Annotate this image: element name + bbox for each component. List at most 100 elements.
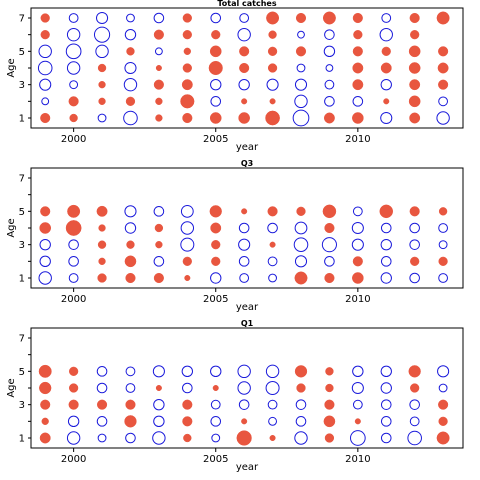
bubble-positive xyxy=(238,112,250,124)
bubble-positive xyxy=(438,399,449,410)
bubble-positive xyxy=(352,256,363,267)
bubble-positive xyxy=(241,208,248,215)
bubble-negative xyxy=(238,222,250,234)
bubble-positive xyxy=(352,79,364,91)
bubble-negative xyxy=(125,383,136,393)
bubble-negative xyxy=(381,13,392,23)
bubble-positive xyxy=(323,112,335,124)
bubble-positive xyxy=(153,79,164,90)
bubble-negative xyxy=(380,432,392,444)
bubble-positive xyxy=(410,30,420,40)
bubble-positive xyxy=(211,30,221,40)
bubble-negative xyxy=(124,205,137,218)
bubble-negative xyxy=(380,111,393,125)
bubble-positive xyxy=(267,63,278,73)
bubble-negative xyxy=(210,78,222,91)
bubble-positive xyxy=(325,367,334,376)
bubble-positive xyxy=(184,274,191,282)
bubble-negative xyxy=(152,365,165,378)
bubble-negative xyxy=(266,78,279,91)
bubble-positive xyxy=(236,430,252,446)
bubble-negative xyxy=(409,399,420,410)
bubble-positive xyxy=(239,62,250,74)
bubble-negative xyxy=(409,222,420,234)
bubble-positive xyxy=(352,112,364,124)
bubble-positive xyxy=(324,272,335,284)
bubble-negative xyxy=(123,110,138,126)
bubble-positive xyxy=(269,98,276,105)
bubble-negative xyxy=(380,382,392,394)
bubble-negative xyxy=(437,365,450,378)
bubble-positive xyxy=(353,30,363,40)
x-tick-label: 2005 xyxy=(203,294,228,305)
y-tick-label: 1 xyxy=(19,114,25,125)
bubble-negative xyxy=(37,60,53,76)
bubble-negative xyxy=(125,432,136,444)
bubble-positive xyxy=(437,62,449,74)
bubble-positive xyxy=(181,79,193,91)
bubble-positive xyxy=(212,384,219,392)
bubble-positive xyxy=(39,381,52,395)
bubble-positive xyxy=(354,418,361,425)
bubble-positive xyxy=(268,30,277,39)
bubble-positive xyxy=(126,47,135,56)
bubble-positive xyxy=(325,383,334,393)
bubble-positive xyxy=(68,399,79,410)
bubble-negative xyxy=(268,416,277,426)
bubble-positive xyxy=(408,45,421,58)
bubble-positive xyxy=(154,223,164,233)
bubble-negative xyxy=(180,237,195,252)
bubble-negative xyxy=(380,365,392,378)
bubble-negative xyxy=(96,382,108,394)
bubble-positive xyxy=(322,11,336,25)
bubble-positive xyxy=(182,13,192,23)
bubble-negative xyxy=(153,415,165,428)
bubble-negative xyxy=(238,399,250,410)
bubble-negative xyxy=(237,381,251,395)
bubble-positive xyxy=(208,60,223,76)
bubble-negative xyxy=(39,78,52,91)
bubble-negative xyxy=(238,238,251,251)
bubble-positive xyxy=(269,241,276,248)
bubble-positive xyxy=(39,432,51,444)
x-tick-label: 2010 xyxy=(345,294,370,305)
bubble-positive xyxy=(210,222,222,234)
bubble-negative xyxy=(182,382,193,394)
bubble-negative xyxy=(351,221,364,235)
bubble-negative xyxy=(350,430,366,446)
bubble-negative xyxy=(237,364,251,379)
bubble-negative xyxy=(239,273,250,283)
bubble-negative xyxy=(68,256,79,267)
bubble-positive xyxy=(381,46,391,56)
bubble-positive xyxy=(295,46,307,57)
bubble-negative xyxy=(238,78,250,91)
bubble-positive xyxy=(409,206,420,217)
bubble-positive xyxy=(324,222,335,234)
bubble-positive xyxy=(294,365,308,378)
bubble-positive xyxy=(96,205,108,217)
bubble-negative xyxy=(180,221,195,235)
bubble-negative xyxy=(38,271,52,285)
bubble-negative xyxy=(124,61,137,75)
bubble-negative xyxy=(267,222,278,234)
bubble-negative xyxy=(124,28,137,41)
bubble-positive xyxy=(239,46,250,57)
bubble-positive xyxy=(182,399,193,410)
bubble-negative xyxy=(380,238,392,251)
bubble-negative xyxy=(239,13,250,23)
bubble-negative xyxy=(267,256,278,267)
bubble-negative xyxy=(210,416,222,427)
bubble-negative xyxy=(95,44,109,59)
bubble-positive xyxy=(68,96,79,107)
bubble-positive xyxy=(98,224,106,232)
bubble-negative xyxy=(66,61,81,75)
bubble-positive xyxy=(211,256,221,266)
bubble-positive xyxy=(40,30,50,40)
bubble-negative xyxy=(39,255,51,268)
bubble-positive xyxy=(153,29,164,40)
bubble-negative xyxy=(352,365,364,378)
bubble-positive xyxy=(410,383,420,393)
panel-total-catches: Total catches 2000 2005 2010 1 3 5 7 year Age xyxy=(6,0,464,153)
bubble-positive xyxy=(69,366,79,376)
bubble-positive xyxy=(124,415,137,428)
